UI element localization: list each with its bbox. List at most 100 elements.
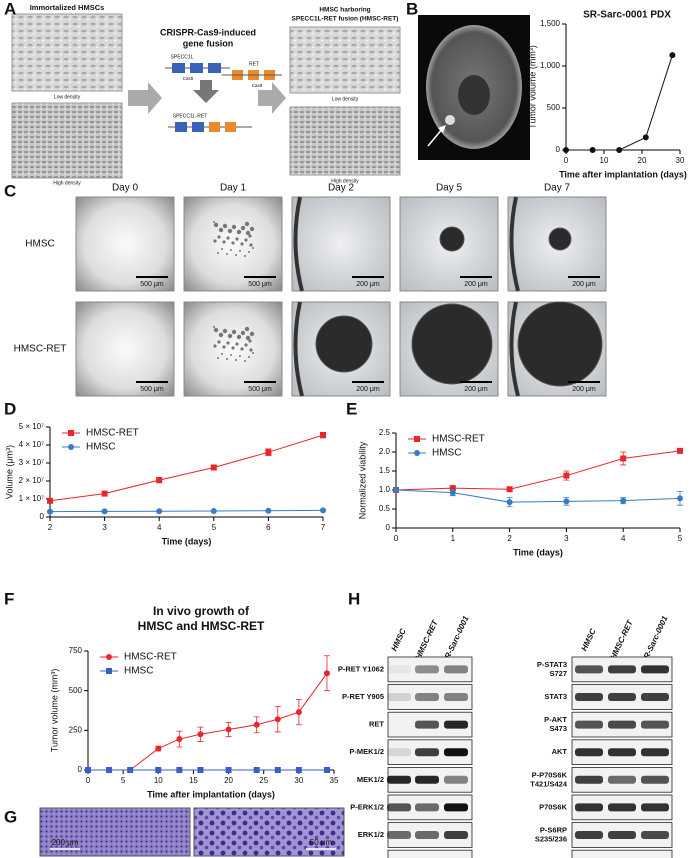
x-tick-label: 10 <box>154 776 163 785</box>
cell-cluster <box>226 358 228 360</box>
panel-label: A <box>4 0 16 18</box>
lane-label: HMSC-RET <box>609 618 635 661</box>
micrograph <box>75 301 175 397</box>
histology <box>193 807 345 857</box>
blot-band <box>387 775 411 784</box>
spheroid <box>315 315 373 373</box>
exon <box>208 63 221 73</box>
cell-cluster <box>235 237 239 241</box>
y-tick-label: 5 × 10⁷ <box>19 422 44 431</box>
marker <box>506 486 513 493</box>
blot-band <box>575 748 603 757</box>
series-line <box>395 489 681 503</box>
label: High density <box>53 180 81 186</box>
x-axis-label: Time after implantation (days) <box>147 789 275 799</box>
marker <box>156 508 163 515</box>
marker <box>155 767 162 773</box>
panel-label: H <box>348 589 360 608</box>
marker <box>68 444 74 450</box>
blot-band <box>387 831 411 839</box>
cell-cluster <box>245 230 251 236</box>
cell-cluster <box>213 327 219 333</box>
blot-label: P-RET Y905 <box>342 692 384 701</box>
micrograph <box>289 106 401 176</box>
blot-band <box>575 831 603 839</box>
cell-cluster <box>252 352 254 354</box>
blot-band <box>641 693 669 701</box>
gene-label: Cas9 <box>252 83 263 88</box>
micrograph <box>11 102 123 179</box>
x-tick-label: 3 <box>564 534 569 543</box>
cell-cluster <box>231 346 235 350</box>
series-line <box>395 450 681 491</box>
label: Low density <box>332 96 359 102</box>
cell-cluster <box>213 326 215 328</box>
blot-label: P-AKT <box>544 715 567 724</box>
cell-cluster <box>235 254 237 256</box>
marker <box>295 767 302 773</box>
cell-cluster <box>222 240 226 244</box>
blot-label: S727 <box>549 669 567 678</box>
blot-label: S235/236 <box>535 834 567 843</box>
scale-bar-label: 200 μm <box>464 281 488 288</box>
cell-cluster <box>222 328 228 334</box>
scale-bar-label: 200 μm <box>572 386 596 393</box>
cell-cluster <box>236 334 242 340</box>
marker <box>449 489 456 496</box>
x-tick-label: 2 <box>48 523 53 532</box>
cell-cluster <box>213 222 219 228</box>
marker <box>669 52 676 59</box>
cell-cluster <box>217 235 221 239</box>
x-tick-label: 15 <box>189 776 198 785</box>
blot-band <box>608 665 636 674</box>
marker <box>274 767 281 773</box>
blot-band <box>387 803 411 812</box>
blot-label: P-ERK1/2 <box>350 802 384 811</box>
y-tick-label: 3 × 10⁷ <box>19 458 44 467</box>
blot-band <box>444 665 468 674</box>
cell-cluster <box>231 241 235 245</box>
x-tick-label: 4 <box>621 534 626 543</box>
marker <box>563 147 569 153</box>
scale-bar-label: 500 μm <box>140 386 164 393</box>
label: Immortalized HMSCs <box>30 3 105 12</box>
cell-cluster <box>249 348 253 352</box>
panel-label: D <box>4 399 16 418</box>
label: HMSC harboring <box>319 7 370 14</box>
series-line <box>566 54 673 151</box>
x-tick-label: 35 <box>330 776 339 785</box>
blot-band <box>608 720 636 729</box>
legend-label: HMSC-RET <box>86 428 139 439</box>
cell-cluster <box>235 359 237 361</box>
blot-band <box>444 803 468 812</box>
x-axis-label: Time (days) <box>513 547 563 557</box>
marker <box>620 497 627 504</box>
cell-cluster <box>231 329 237 335</box>
marker <box>563 472 570 479</box>
blot-label: RET <box>369 720 384 729</box>
x-tick-label: 20 <box>638 156 647 165</box>
blot-band <box>575 803 603 812</box>
arrow <box>193 80 219 103</box>
mri-brainstem <box>458 75 490 115</box>
blot-label: MEK1/2 <box>357 775 384 784</box>
day-label: Day 7 <box>544 183 571 194</box>
marker <box>197 767 204 773</box>
cell-cluster <box>235 342 239 346</box>
x-tick-label: 5 <box>212 523 217 532</box>
blot-band <box>415 693 439 701</box>
scale-bar-label: 50 μm <box>310 838 333 847</box>
cell-cluster <box>217 252 219 254</box>
scale-bar-label: 500 μm <box>248 281 272 288</box>
blot-band <box>575 720 603 729</box>
x-tick-label: 20 <box>224 776 233 785</box>
blot-label: S473 <box>549 724 567 733</box>
dish-edge <box>293 301 304 397</box>
gene-label: RET <box>249 61 259 67</box>
label: SPECC1L-RET fusion (HMSC-RET) <box>292 16 399 23</box>
day-label: Day 5 <box>436 183 463 194</box>
x-tick-label: 1 <box>451 534 456 543</box>
panel-label: F <box>4 589 14 608</box>
chart-title: In vivo growth of <box>153 604 250 618</box>
cell-cluster <box>240 225 246 231</box>
